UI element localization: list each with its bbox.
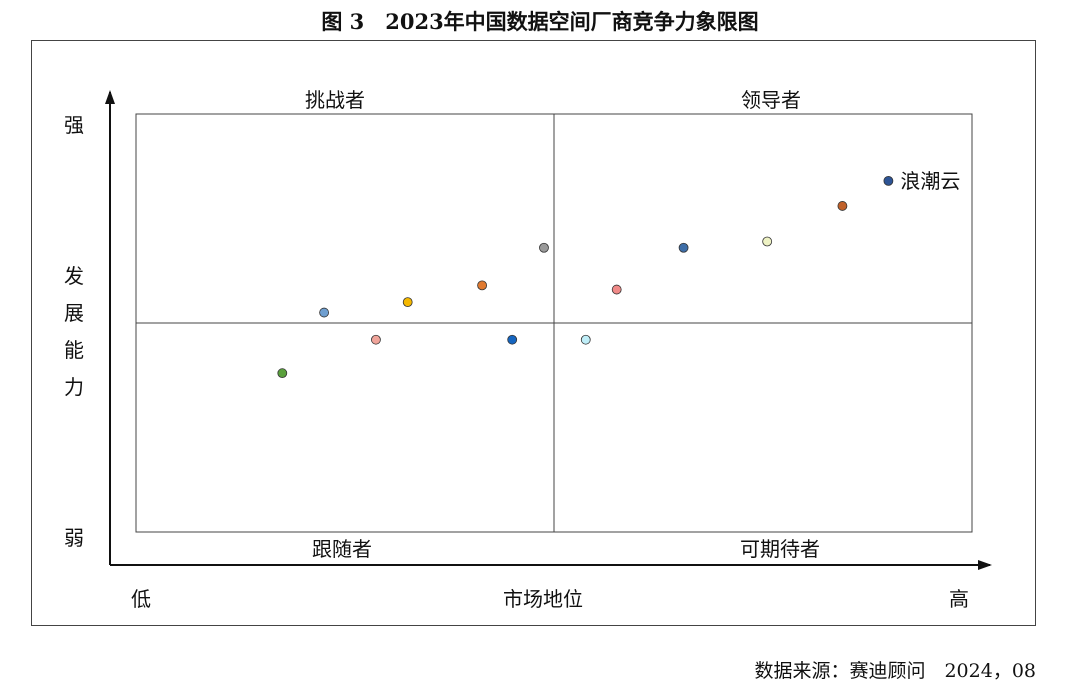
scatter-point-10: [678, 242, 689, 253]
scatter-point-4: [402, 297, 413, 308]
scatter-point-13: [883, 175, 894, 186]
quadrant-label-bottom-right: 可期待者: [740, 537, 820, 561]
scatter-point-11: [762, 236, 773, 247]
quadrant-label-top-right: 领导者: [741, 88, 801, 112]
source-note: 数据来源：赛迪顾问 2024，08: [754, 660, 1036, 682]
scatter-point-12: [837, 201, 848, 211]
scatter-point-2: [319, 307, 330, 318]
scatter-point-5: [477, 280, 488, 291]
chart-title: 图 3 2023年中国数据空间厂商竞争力象限图: [321, 9, 759, 34]
scatter-point-6: [507, 334, 518, 345]
scatter-point-1: [277, 368, 288, 379]
scatter-point-8: [580, 334, 591, 345]
x-low-label: 低: [131, 587, 151, 611]
y-low-label: 弱: [64, 526, 84, 550]
point-label: 浪潮云: [900, 169, 960, 193]
x-axis-label: 市场地位: [503, 587, 583, 611]
scatter-point-9: [611, 284, 622, 295]
y-axis-label: 发展能力: [64, 264, 84, 399]
scatter-point-3: [371, 334, 381, 345]
y-high-label: 强: [64, 113, 84, 137]
chart-frame: [31, 40, 1036, 626]
quadrant-label-top-left: 挑战者: [305, 88, 365, 112]
points-layer: 浪潮云: [277, 169, 960, 379]
quadrant-label-bottom-left: 跟随者: [312, 537, 372, 561]
x-high-label: 高: [949, 587, 969, 611]
scatter-point-7: [539, 242, 549, 253]
